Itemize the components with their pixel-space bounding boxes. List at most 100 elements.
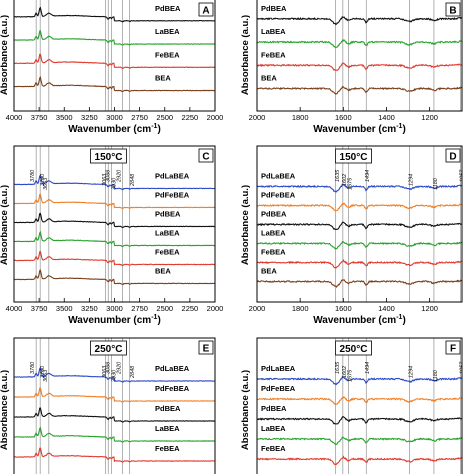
series-line-labea bbox=[257, 38, 462, 48]
peak-label: 1602 bbox=[342, 174, 348, 186]
series-line-pdlabea bbox=[257, 183, 462, 193]
peak-label: 1635 bbox=[335, 169, 341, 182]
peak-label: 2848 bbox=[130, 365, 136, 379]
panel-letter: C bbox=[202, 152, 209, 163]
series-line-bea bbox=[14, 269, 215, 285]
peak-label: 3088 bbox=[106, 361, 112, 374]
legend-label-febea: FeBEA bbox=[155, 444, 180, 453]
legend-label-pdfebea: PdFeBEA bbox=[155, 190, 190, 199]
peak-label: 2920 bbox=[117, 169, 123, 183]
legend-label-pdbea: PdBEA bbox=[261, 4, 287, 13]
peak-label: 3740 bbox=[40, 173, 46, 186]
peak-label: 1057 bbox=[459, 169, 465, 182]
x-axis-title-close: ) bbox=[157, 315, 160, 326]
series-line-pdbea bbox=[257, 16, 462, 26]
temperature-box bbox=[335, 148, 372, 164]
peak-label: 3653 bbox=[43, 369, 49, 382]
series-line-pdfebea bbox=[257, 395, 462, 405]
series-line-bea bbox=[257, 279, 462, 289]
series-line-pdfebea bbox=[14, 387, 215, 403]
y-axis-title: Absorbance (a.u.) bbox=[0, 185, 10, 265]
series-line-labea bbox=[257, 240, 462, 250]
legend-label-pdlabea: PdLaBEA bbox=[261, 364, 296, 373]
x-tick-label: 2500 bbox=[156, 113, 173, 122]
series-line-febea bbox=[257, 258, 462, 269]
legend-label-pdfebea: PdFeBEA bbox=[155, 384, 190, 393]
x-tick-label: 2750 bbox=[131, 304, 148, 313]
series-line-pdlabea bbox=[14, 366, 215, 383]
x-axis-title-sup: -1 bbox=[151, 123, 157, 130]
series-line-labea bbox=[14, 426, 215, 443]
x-axis-title-sup: -1 bbox=[396, 314, 402, 321]
temperature-box bbox=[90, 148, 127, 164]
legend-label-pdlabea: PdLaBEA bbox=[155, 171, 190, 180]
x-tick-label: 3000 bbox=[106, 113, 123, 122]
peak-label: 2848 bbox=[130, 173, 136, 187]
legend-label-labea: LaBEA bbox=[155, 228, 180, 237]
x-tick-label: 1400 bbox=[378, 113, 395, 122]
x-tick-label: 1600 bbox=[335, 304, 352, 313]
series-line-pdbea bbox=[14, 212, 215, 229]
legend-label-bea: BEA bbox=[155, 266, 171, 275]
panel-letter: F bbox=[450, 344, 456, 355]
x-tick-label: 3500 bbox=[56, 304, 73, 313]
temperature-label: 150°C bbox=[95, 152, 123, 163]
legend-label-labea: LaBEA bbox=[155, 424, 180, 433]
panel-letter: A bbox=[202, 6, 209, 17]
x-axis-title: Wavenumber (cm-1) bbox=[313, 123, 406, 135]
x-tick-label: 1800 bbox=[292, 113, 309, 122]
series-line-labea bbox=[14, 230, 215, 248]
peak-label: 1180 bbox=[433, 369, 439, 382]
panel-letter-box bbox=[198, 340, 214, 355]
peak-label: 1494 bbox=[365, 362, 371, 374]
series-line-pdbea bbox=[257, 416, 462, 425]
legend-label-febea: FeBEA bbox=[155, 247, 180, 256]
panel-c: PdLaBEA PdFeBEA PdBEA LaBEA FeBEA BEA 3780 3740… bbox=[0, 145, 223, 326]
series-line-febea bbox=[14, 250, 215, 267]
temperature-box bbox=[90, 340, 127, 356]
temperature-label: 250°C bbox=[340, 344, 368, 355]
series-line-pdlabea bbox=[14, 174, 215, 191]
x-axis-title-close: ) bbox=[402, 315, 405, 326]
x-tick-label: 1800 bbox=[292, 304, 309, 313]
x-tick-label: 2000 bbox=[249, 304, 266, 313]
legend-label-bea: BEA bbox=[261, 266, 277, 275]
peak-label: 3063 bbox=[102, 365, 108, 378]
peak-label: 3780 bbox=[30, 361, 36, 374]
x-tick-label: 2250 bbox=[182, 113, 199, 122]
panel-plot-area: PdLaBEA PdFeBEA PdBEA LaBEA FeBEA 3780 3740365… bbox=[14, 338, 215, 474]
x-axis-title: Wavenumber (cm-1) bbox=[68, 123, 161, 135]
x-tick-label: 1600 bbox=[335, 113, 352, 122]
x-axis-title-sup: -1 bbox=[151, 314, 157, 321]
series-line-labea bbox=[257, 436, 462, 446]
x-axis-title-close: ) bbox=[402, 124, 405, 135]
panel-frame bbox=[13, 337, 216, 474]
series-line-febea bbox=[14, 53, 215, 70]
panel-f: PdLaBEA PdFeBEA PdBEA LaBEA FeBEA 1635 1602 157… bbox=[240, 337, 463, 474]
panel-letter-box bbox=[445, 2, 461, 17]
x-tick-label: 2000 bbox=[249, 113, 266, 122]
x-tick-label: 2000 bbox=[207, 113, 224, 122]
series-line-febea bbox=[257, 455, 462, 466]
legend-label-bea: BEA bbox=[155, 74, 171, 83]
x-tick-label: 1200 bbox=[421, 304, 438, 313]
x-tick-label: 3250 bbox=[81, 304, 98, 313]
panel-letter-box bbox=[198, 2, 214, 17]
x-axis-title-text: Wavenumber (cm bbox=[68, 315, 151, 326]
series-line-febea bbox=[257, 62, 462, 71]
peak-label: 1294 bbox=[408, 366, 414, 378]
series-line-labea bbox=[14, 30, 215, 46]
legend-label-pdlabea: PdLaBEA bbox=[155, 364, 190, 373]
panel-plot-area: PdBEA LaBEA FeBEA BEA bbox=[14, 0, 215, 111]
x-tick-label: 3250 bbox=[81, 113, 98, 122]
x-tick-label: 1400 bbox=[378, 304, 395, 313]
legend-label-pdbea: PdBEA bbox=[155, 209, 181, 218]
panel-plot-area: PdLaBEA PdFeBEA PdBEA LaBEA FeBEA BEA 3780 3740… bbox=[14, 146, 215, 302]
legend-label-labea: LaBEA bbox=[261, 228, 286, 237]
peak-label: 3063 bbox=[102, 173, 108, 186]
panel-frame bbox=[256, 145, 463, 303]
x-tick-label: 3500 bbox=[56, 113, 73, 122]
peak-label: 3740 bbox=[40, 365, 46, 378]
peak-label: 1602 bbox=[342, 366, 348, 378]
series-line-pdfebea bbox=[14, 193, 215, 209]
